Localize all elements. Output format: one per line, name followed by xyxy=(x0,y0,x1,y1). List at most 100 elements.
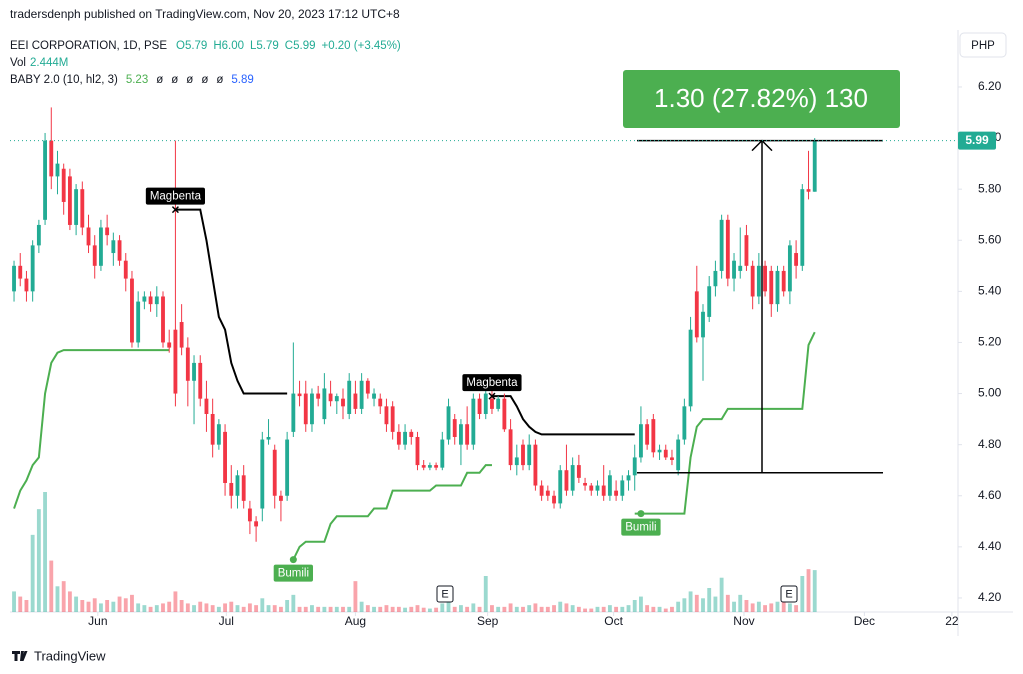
currency-box[interactable] xyxy=(959,32,1007,58)
candle-body xyxy=(235,475,240,496)
candle-body xyxy=(539,485,544,496)
candle-body xyxy=(105,227,110,236)
y-tick-label: 5.40 xyxy=(978,284,1002,298)
volume-bar xyxy=(204,603,209,612)
indicator-value: ø xyxy=(186,74,193,86)
legend-ohlc: L5.79 xyxy=(250,40,279,52)
volume-bar xyxy=(781,598,786,612)
volume-bar xyxy=(483,576,488,612)
candle-body xyxy=(384,406,389,425)
volume-bar xyxy=(185,603,190,612)
volume-bar xyxy=(117,596,122,612)
candle-body xyxy=(670,457,674,460)
candle-body xyxy=(192,362,196,381)
candle-body xyxy=(279,495,283,501)
x-tick-label: Jun xyxy=(88,614,107,628)
volume-bar xyxy=(744,600,749,612)
y-tick-label: 4.40 xyxy=(978,539,1002,553)
volume-bar xyxy=(111,601,116,612)
candle-body xyxy=(471,398,476,445)
candle-body xyxy=(123,260,128,279)
y-tick-label: 6.20 xyxy=(978,79,1002,93)
candle-body xyxy=(707,286,712,317)
candle-body xyxy=(43,140,47,220)
y-tick-label: 4.60 xyxy=(978,488,1002,502)
candle-body xyxy=(601,485,606,496)
x-tick-label: Dec xyxy=(854,614,875,628)
volume-bar xyxy=(732,601,736,612)
y-tick-label: 5.20 xyxy=(978,335,1002,349)
candle-body xyxy=(477,398,482,414)
volume-bar xyxy=(372,606,376,612)
candle-body xyxy=(179,322,184,348)
candle-body xyxy=(353,393,358,409)
candle-body xyxy=(285,439,290,496)
candle-body xyxy=(812,140,817,192)
candle-body xyxy=(483,393,488,414)
volume-bar xyxy=(576,606,581,612)
last-price-box xyxy=(958,131,996,150)
volume-bar xyxy=(334,606,339,612)
volume-bar xyxy=(794,605,799,612)
candle-body xyxy=(185,347,190,381)
candle-body xyxy=(434,465,439,468)
candle-body xyxy=(576,465,581,478)
candle-body xyxy=(117,240,122,261)
volume-bar xyxy=(527,605,532,612)
volume-bar xyxy=(626,605,631,612)
volume-bar xyxy=(322,606,327,612)
currency[interactable]: PHP xyxy=(971,40,995,52)
volume-bar xyxy=(80,600,85,612)
y-tick-label: 4.20 xyxy=(978,590,1002,604)
candle-body xyxy=(30,245,35,292)
indicator-value: 5.23 xyxy=(126,74,148,86)
candle-body xyxy=(738,265,743,271)
candle-body xyxy=(61,168,66,202)
candle-body xyxy=(589,485,594,491)
volume-bar xyxy=(198,601,203,612)
volume-bar xyxy=(763,605,767,612)
candle-body xyxy=(421,465,426,468)
volume-bar xyxy=(539,606,544,612)
volume-bar xyxy=(105,600,110,612)
candle-body xyxy=(415,436,420,466)
buy-marker xyxy=(637,510,645,518)
volume-bar xyxy=(148,606,153,612)
volume-bar xyxy=(403,607,407,612)
candle-body xyxy=(334,396,339,402)
volume-bar xyxy=(570,605,575,612)
volume-bar xyxy=(24,600,29,612)
candle-body xyxy=(316,393,321,399)
volume-bar xyxy=(620,606,625,612)
candle-body xyxy=(800,189,805,266)
volume-bar xyxy=(421,607,426,612)
earnings-label: E xyxy=(441,588,448,600)
candle-body xyxy=(409,431,414,437)
volume-bar xyxy=(459,605,463,612)
indicator-value: ø xyxy=(201,74,208,86)
candle-body xyxy=(676,439,681,471)
indicator-value: ø xyxy=(171,74,178,86)
candle-body xyxy=(527,444,532,466)
candle-body xyxy=(490,398,494,409)
volume-bar xyxy=(583,608,587,612)
candle-body xyxy=(663,449,668,458)
volume-bar xyxy=(328,606,333,612)
volume-bar xyxy=(272,605,277,612)
candle-body xyxy=(732,260,736,279)
earnings-label: E xyxy=(785,588,792,600)
candle-body xyxy=(626,475,631,481)
x-tick-label: Sep xyxy=(477,614,499,628)
candle-body xyxy=(74,189,79,225)
volume-bar xyxy=(235,605,240,612)
candle-body xyxy=(719,219,724,271)
candle-body xyxy=(552,495,556,504)
volume-bar xyxy=(713,596,718,612)
volume-bar xyxy=(18,596,23,612)
candle-body xyxy=(620,480,625,496)
candle-body xyxy=(465,424,470,445)
volume-bar xyxy=(241,606,246,612)
volume-bar xyxy=(787,603,792,612)
volume-bar xyxy=(645,605,650,612)
volume-bar xyxy=(130,594,134,612)
